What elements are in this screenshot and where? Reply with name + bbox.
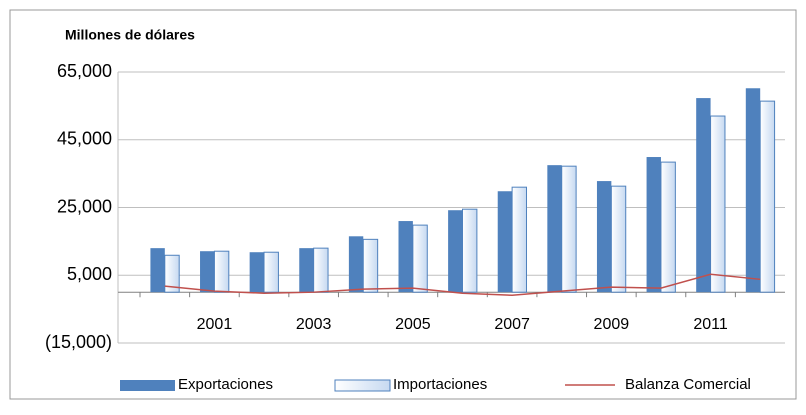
y-tick-label: 65,000 [57, 61, 112, 81]
bar [497, 191, 513, 293]
y-tick-label: (15,000) [45, 332, 112, 352]
x-tick-label: 2009 [594, 316, 630, 333]
bar [696, 98, 711, 293]
bar [462, 208, 478, 293]
bar [263, 251, 279, 293]
bar [164, 254, 180, 293]
bar [412, 224, 428, 293]
bar [200, 251, 215, 293]
bar [759, 100, 776, 293]
bar [313, 247, 329, 293]
bar [213, 250, 230, 293]
chart-border [9, 9, 797, 400]
x-tick-label: 2001 [197, 316, 233, 333]
bar [745, 88, 761, 293]
bar [249, 252, 265, 293]
y-tick-label: 25,000 [57, 196, 112, 216]
x-tick-label: 2005 [395, 316, 431, 333]
bar [150, 248, 165, 293]
bar [561, 165, 577, 293]
y-tick-label: 5,000 [67, 264, 112, 284]
legend-swatch [334, 379, 391, 392]
legend-label: Exportaciones [178, 376, 273, 393]
chart-title: Millones de dólares [65, 27, 195, 43]
bar [348, 236, 364, 293]
legend-label: Importaciones [393, 376, 487, 393]
bar [596, 181, 612, 293]
bar [362, 238, 379, 293]
x-tick-label: 2011 [693, 316, 728, 333]
bar [646, 157, 661, 293]
bar [398, 221, 413, 293]
bar [660, 161, 676, 293]
y-tick-label: 45,000 [57, 129, 112, 149]
x-tick-label: 2003 [296, 316, 332, 333]
legend-label: Balanza Comercial [625, 376, 751, 393]
bar [448, 210, 463, 293]
line [164, 273, 761, 296]
bar [547, 165, 562, 293]
bar [299, 248, 314, 293]
legend-swatch [120, 380, 175, 391]
bar [610, 185, 627, 293]
bar [511, 186, 528, 293]
x-tick-label: 2007 [494, 316, 530, 333]
bar [710, 115, 726, 293]
